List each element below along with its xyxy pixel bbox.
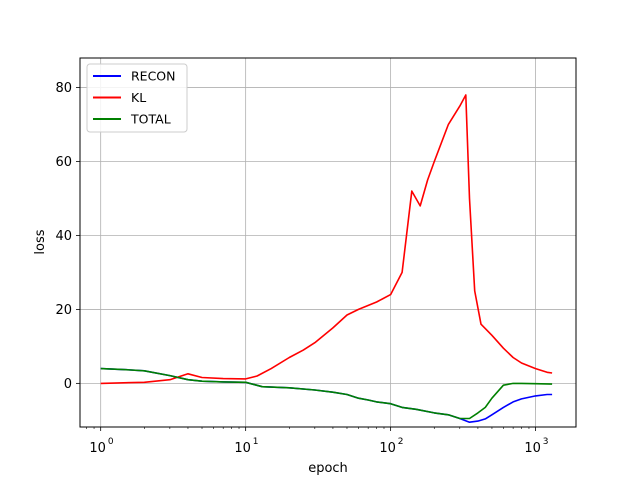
y-tick-label: 80 <box>55 81 72 96</box>
x-tick-label: 10 <box>379 441 396 456</box>
y-tick-label: 0 <box>64 377 72 392</box>
y-tick-label: 60 <box>55 155 72 170</box>
plot-frame <box>79 57 577 428</box>
series-lines <box>100 94 553 423</box>
legend-label-total: TOTAL <box>130 112 171 127</box>
x-tick-exponent: 1 <box>253 437 259 447</box>
legend-label-recon: RECON <box>131 69 176 84</box>
legend-label-kl: KL <box>131 90 146 105</box>
y-axis-ticks: 0 20 40 60 80 <box>55 81 80 392</box>
y-tick-label: 20 <box>55 303 72 318</box>
series-line-kl <box>100 94 553 385</box>
x-tick-exponent: 2 <box>398 437 404 447</box>
y-axis-title: loss <box>33 229 48 254</box>
x-tick-label: 10 <box>89 441 106 456</box>
x-axis-title: epoch <box>308 461 348 476</box>
series-line-total <box>100 367 553 420</box>
y-tick-label: 40 <box>55 229 72 244</box>
legend: RECON KL TOTAL <box>86 63 188 133</box>
x-axis-ticks: 10 0 10 1 10 2 10 3 <box>86 427 549 456</box>
x-tick-label: 10 <box>234 441 251 456</box>
x-tick-label: 10 <box>524 441 541 456</box>
x-tick-exponent: 3 <box>543 437 549 447</box>
legend-box <box>86 63 188 133</box>
x-tick-exponent: 0 <box>108 437 114 447</box>
